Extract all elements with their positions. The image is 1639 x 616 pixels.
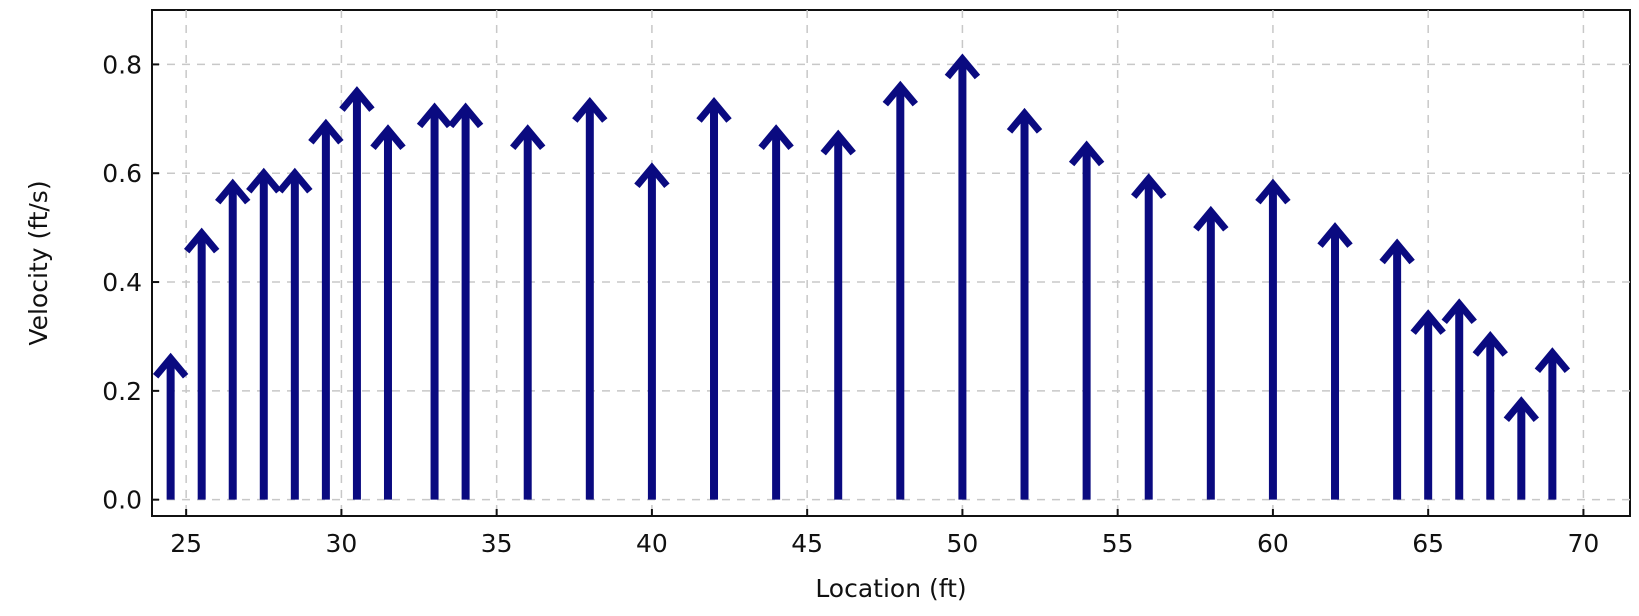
arrow-head: [1255, 178, 1291, 205]
velocity-arrow: [634, 162, 670, 500]
y-tick-label: 0.6: [102, 159, 142, 188]
velocity-arrow: [416, 102, 453, 500]
velocity-arrow: [510, 124, 546, 500]
velocity-arrow: [1131, 173, 1167, 500]
arrow-head: [1317, 222, 1353, 248]
x-tick-label: 65: [1412, 529, 1444, 558]
velocity-arrow: [758, 124, 794, 500]
velocity-arrow: [370, 124, 406, 500]
velocity-arrow: [1472, 330, 1508, 500]
arrow-head: [1193, 205, 1229, 232]
arrow-head: [820, 129, 856, 156]
velocity-arrow: [1410, 309, 1446, 500]
y-tick-labels: 0.0 0.2 0.4 0.6 0.8: [102, 50, 142, 514]
arrow-head: [1503, 396, 1540, 422]
x-tick-labels: 25 30 35 40 45 50 55 60 65 70: [170, 529, 1599, 558]
velocity-arrow: [339, 86, 375, 500]
arrow-head: [152, 352, 189, 379]
arrow-head: [882, 80, 919, 107]
arrow-head: [758, 124, 794, 150]
velocity-arrow: [696, 97, 732, 500]
arrow-head: [510, 124, 546, 150]
y-tick-label: 0.2: [102, 377, 142, 406]
x-tick-label: 40: [636, 529, 668, 558]
velocity-arrow: [944, 53, 981, 500]
x-tick-label: 60: [1257, 529, 1289, 558]
velocity-arrow: [246, 167, 282, 500]
arrow-head: [572, 97, 608, 123]
arrow-head: [1068, 140, 1105, 167]
arrow-head: [246, 167, 282, 194]
x-axis-label: Location (ft): [815, 574, 966, 603]
plot-frame: [151, 9, 1631, 517]
arrow-head: [1534, 347, 1571, 374]
velocity-arrow: [1317, 222, 1353, 500]
velocity-arrow: [183, 227, 220, 500]
velocity-arrow: [1068, 140, 1105, 500]
arrow-head: [277, 167, 313, 194]
arrow-head: [1006, 107, 1043, 134]
axis-ticks: [152, 63, 1585, 516]
arrow-head: [1472, 330, 1508, 357]
arrow-head: [634, 162, 670, 189]
x-tick-label: 30: [326, 529, 358, 558]
velocity-arrow: [1534, 347, 1571, 500]
y-axis-label: Velocity (ft/s): [24, 180, 53, 345]
velocity-arrows: [152, 53, 1571, 500]
arrow-head: [696, 97, 732, 123]
velocity-arrow: [1441, 298, 1477, 500]
arrow-head: [447, 102, 484, 129]
arrow-head: [339, 86, 375, 112]
velocity-arrow: [1006, 107, 1043, 500]
velocity-arrow: [820, 129, 856, 500]
velocity-arrow: [152, 352, 189, 500]
arrow-head: [1441, 298, 1477, 325]
arrow-head: [215, 178, 251, 205]
velocity-arrow: [447, 102, 484, 500]
velocity-arrow: [882, 80, 919, 500]
x-tick-label: 55: [1102, 529, 1134, 558]
y-tick-label: 0.0: [102, 486, 142, 515]
arrow-head: [1410, 309, 1446, 335]
arrow-head: [1379, 238, 1415, 265]
velocity-arrow: [572, 97, 608, 500]
y-tick-label: 0.8: [102, 50, 142, 79]
arrow-head: [1131, 173, 1167, 199]
velocity-arrow: [215, 178, 251, 500]
y-tick-label: 0.4: [102, 268, 142, 297]
x-tick-label: 70: [1568, 529, 1600, 558]
arrow-head: [944, 53, 981, 80]
velocity-arrow: [1379, 238, 1415, 500]
arrow-head: [183, 227, 220, 254]
velocity-arrow: [1503, 396, 1540, 500]
arrow-head: [370, 124, 406, 150]
velocity-arrow: [308, 118, 344, 500]
x-tick-label: 45: [791, 529, 823, 558]
arrow-head: [416, 102, 453, 129]
velocity-arrow: [277, 167, 313, 500]
x-tick-label: 50: [947, 529, 979, 558]
x-tick-label: 25: [170, 529, 202, 558]
velocity-arrow: [1193, 205, 1229, 500]
velocity-arrow: [1255, 178, 1291, 500]
x-tick-label: 35: [481, 529, 513, 558]
arrow-head: [308, 118, 344, 145]
